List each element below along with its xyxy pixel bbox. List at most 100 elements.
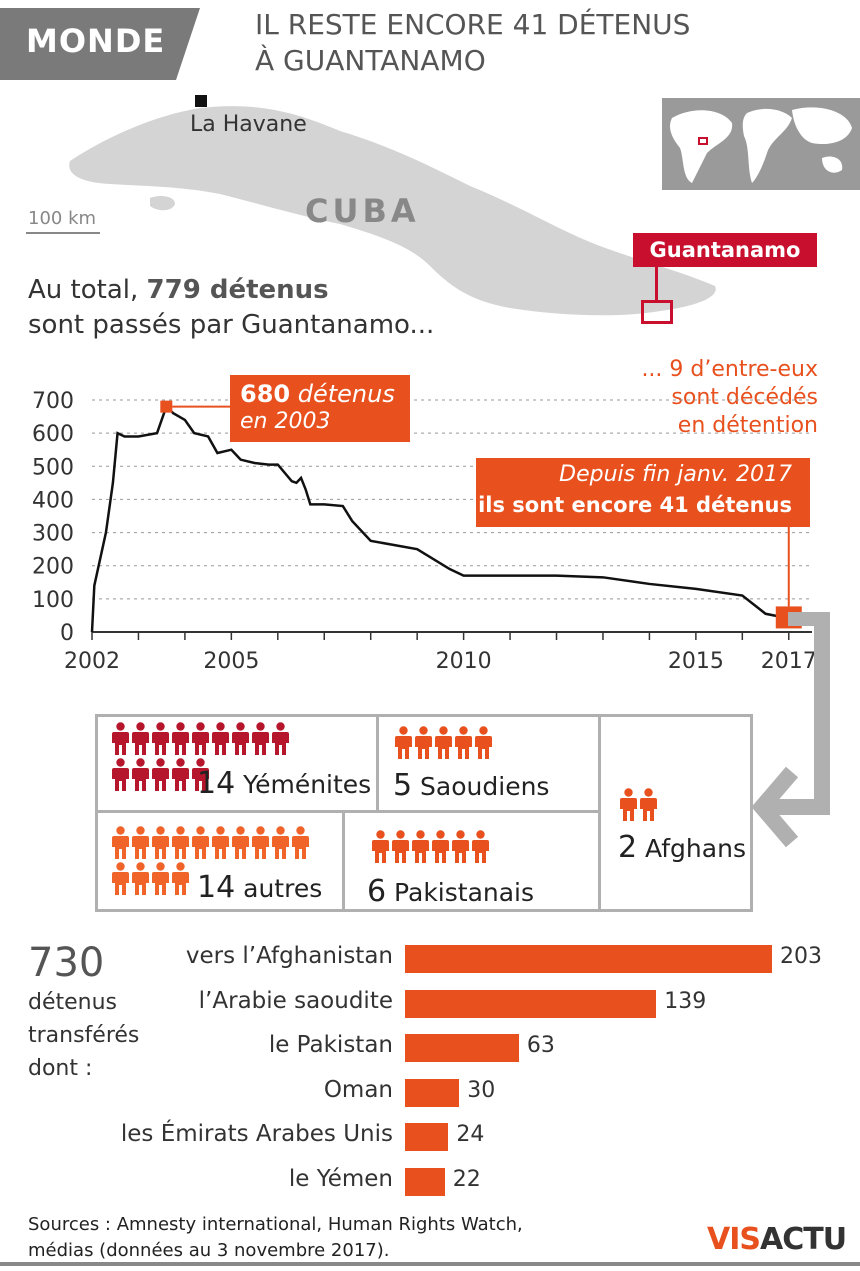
person-icon (112, 722, 129, 755)
bar-value-label: 22 (452, 1166, 481, 1192)
isla-juventud-shape (150, 196, 175, 211)
title-line-2: À GUANTANAMO (255, 44, 486, 77)
deaths-note-line: ... 9 d’entre-eux (641, 357, 818, 382)
pakistan-label: 6 Pakistanais (367, 874, 534, 909)
cuba-map (69, 106, 716, 316)
person-icon (232, 722, 249, 755)
current-callout-line-1: Depuis fin janv. 2017 (559, 462, 792, 487)
y-tick-label: 0 (60, 621, 74, 646)
havana-marker-icon (195, 95, 207, 107)
deaths-note-line: en détention (677, 413, 818, 438)
person-icon (132, 758, 149, 791)
other-name: autres (243, 874, 323, 903)
transfer-bar (405, 1078, 460, 1107)
sources-line: Sources : Amnesty international, Human R… (28, 1214, 523, 1235)
deaths-note-line: sont décédés (671, 385, 818, 410)
bar-value-label: 203 (780, 944, 822, 969)
person-icon (112, 826, 129, 859)
world-map-icon (669, 107, 852, 183)
intro-line-2: sont passés par Guantanamo... (28, 310, 435, 340)
transfer-bar (405, 1167, 445, 1196)
person-icon (152, 722, 169, 755)
person-icon (272, 722, 289, 755)
guantanamo-label: Guantanamo (633, 233, 817, 267)
bar-category-label: les Émirats Arabes Unis (120, 1121, 393, 1147)
guantanamo-locator-box (641, 300, 673, 324)
peak-callout: 680 détenus en 2003 (230, 375, 410, 442)
y-tick-label: 300 (32, 522, 74, 547)
sources: Sources : Amnesty international, Human R… (28, 1212, 523, 1264)
person-icon (272, 826, 289, 859)
bar-category-label: le Yémen (288, 1165, 393, 1192)
person-icon (232, 826, 249, 859)
transfer-bar (405, 945, 772, 973)
y-tick-label: 200 (32, 555, 74, 580)
x-tick-label: 2002 (64, 649, 120, 674)
transfer-caption-line: détenus (28, 990, 118, 1015)
person-icon (432, 830, 449, 863)
peak-text: détenus (290, 380, 395, 408)
person-icon (192, 826, 209, 859)
peak-number: 680 (240, 380, 291, 408)
transfer-caption-line: dont : (28, 1056, 93, 1081)
person-icon (620, 788, 637, 821)
grid-divider (598, 717, 601, 909)
logo-part-b: ACTU (760, 1222, 847, 1257)
x-tick-label: 2010 (436, 649, 492, 674)
intro-total: 779 détenus (146, 275, 329, 305)
guantanamo-connector (655, 267, 658, 300)
country-label: CUBA (305, 192, 420, 230)
person-icon (132, 826, 149, 859)
cuba-shape (69, 106, 716, 316)
saudi-name: Saoudiens (420, 772, 550, 801)
person-icon (132, 862, 149, 895)
map-scale-label: 100 km (28, 208, 97, 229)
havana-label: La Havane (190, 112, 307, 137)
person-icon (192, 722, 209, 755)
afghan-label: 2 Afghans (618, 830, 746, 865)
person-icon (152, 826, 169, 859)
world-locator-map (662, 98, 860, 190)
person-icon (475, 726, 492, 759)
other-count: 14 (197, 870, 236, 905)
person-icon (172, 758, 189, 791)
section-tag-label: MONDE (26, 22, 166, 60)
person-icon (372, 830, 389, 863)
person-icon (435, 726, 452, 759)
person-icon (252, 826, 269, 859)
y-tick-label: 600 (32, 422, 74, 447)
map-scale-bar (26, 232, 100, 234)
yemen-label: 14 Yéménites (197, 766, 371, 801)
y-tick-label: 700 (32, 389, 74, 414)
person-icon (172, 862, 189, 895)
person-icon (252, 722, 269, 755)
person-icon (292, 826, 309, 859)
bar-value-label: 30 (467, 1077, 496, 1103)
transfer-bar (405, 1034, 519, 1062)
current-callout: Depuis fin janv. 2017 ils sont encore 41… (476, 458, 810, 527)
arrow-connector (751, 612, 830, 848)
person-icon (392, 830, 409, 863)
grid-divider (98, 810, 600, 813)
person-icon (112, 862, 129, 895)
grid-divider (376, 717, 379, 810)
transfer-bar (405, 989, 657, 1018)
transfer-caption: détenus transférés dont : (28, 986, 139, 1085)
person-icon (172, 722, 189, 755)
pakistan-count: 6 (367, 874, 387, 909)
title-line-1: IL RESTE ENCORE 41 DÉTENUS (255, 8, 691, 41)
section-tag (0, 8, 200, 80)
current-callout-line-2: ils sont encore 41 détenus (478, 493, 792, 517)
person-icon (452, 830, 469, 863)
nationality-grid (95, 714, 753, 912)
grid-divider (342, 813, 345, 909)
yemen-count: 14 (197, 766, 236, 801)
bar-value-label: 63 (526, 1033, 555, 1058)
x-tick-label: 2017 (761, 649, 817, 674)
y-tick-label: 500 (32, 455, 74, 480)
person-icon (152, 758, 169, 791)
person-icon (192, 758, 209, 791)
other-label: 14 autres (197, 870, 322, 905)
x-tick-label: 2015 (668, 649, 724, 674)
bar-value-label: 139 (664, 988, 707, 1014)
